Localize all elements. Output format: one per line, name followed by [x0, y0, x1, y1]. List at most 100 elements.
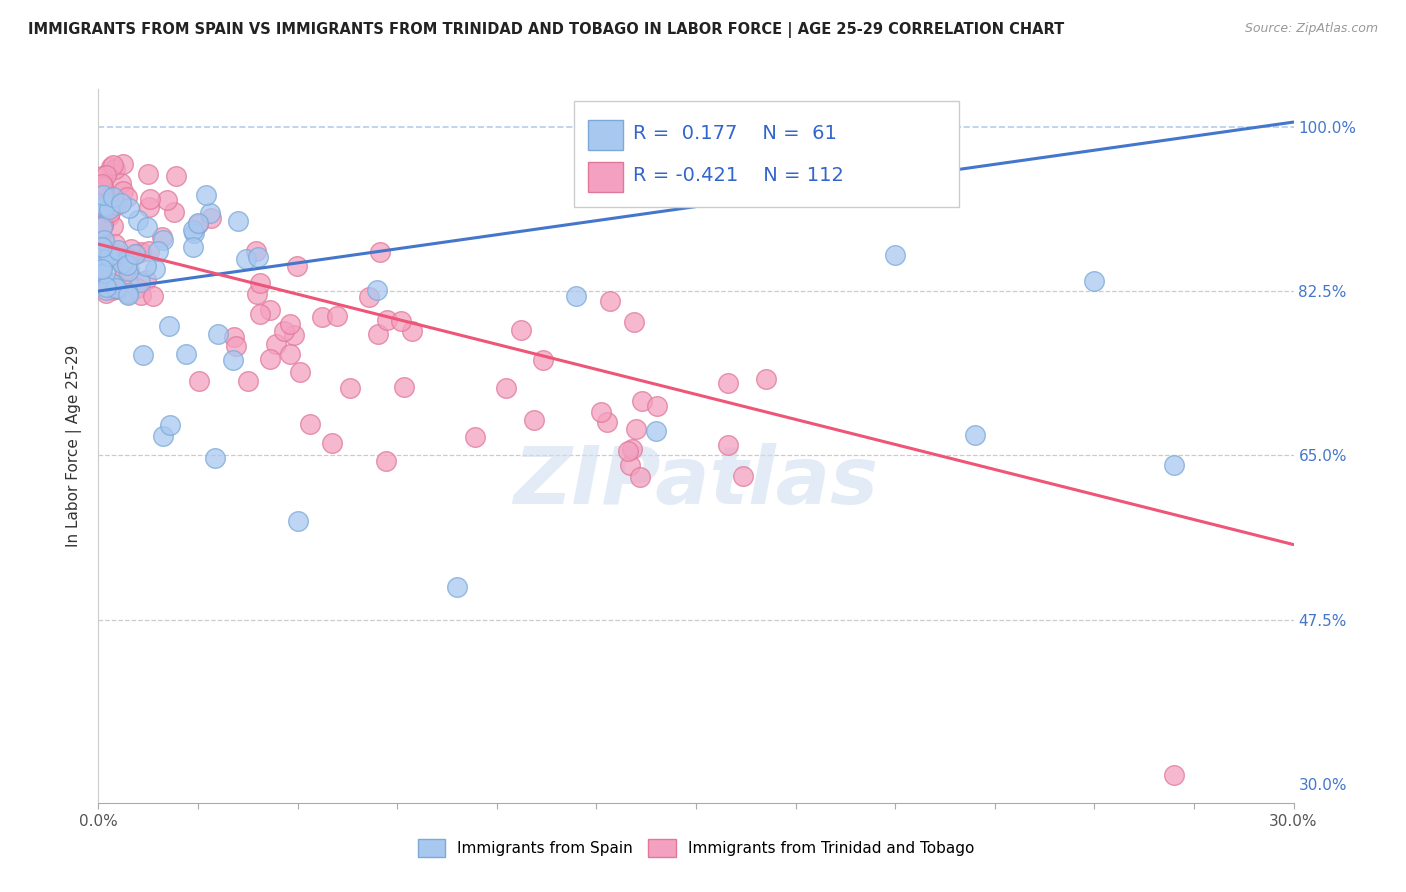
Point: [98, 249, 121, 263]
Point: [236, 374, 259, 388]
Point: [624, 421, 647, 435]
Point: [105, 281, 128, 295]
Point: [91, 181, 114, 195]
Point: [98, 202, 121, 216]
Point: [176, 347, 198, 361]
Point: [1163, 458, 1185, 472]
Point: [495, 381, 517, 395]
Point: [91, 261, 114, 276]
Point: [91, 218, 114, 232]
Point: [156, 193, 179, 207]
Point: [135, 259, 157, 273]
Point: [717, 438, 740, 452]
Point: [117, 286, 139, 301]
Point: [599, 294, 621, 309]
Point: [299, 417, 322, 431]
Point: [91, 194, 114, 208]
Point: [148, 244, 170, 259]
Point: [129, 288, 152, 302]
Point: [124, 246, 146, 260]
Point: [118, 263, 141, 277]
Point: [110, 196, 132, 211]
Point: [731, 469, 754, 483]
Point: [96, 279, 118, 293]
Point: [446, 580, 468, 594]
Point: [339, 381, 361, 395]
Point: [375, 313, 398, 327]
Point: [91, 259, 114, 273]
Point: [104, 161, 127, 176]
Point: [93, 185, 115, 199]
Point: [91, 219, 114, 233]
Point: [194, 187, 217, 202]
Point: [246, 286, 269, 301]
Point: [187, 216, 209, 230]
Point: [619, 458, 641, 472]
Point: [198, 206, 221, 220]
Point: [104, 236, 127, 251]
Point: [235, 252, 257, 266]
Point: [94, 168, 117, 182]
Point: [98, 247, 121, 261]
Point: [165, 169, 187, 183]
Point: [117, 264, 139, 278]
Point: [117, 285, 139, 300]
Point: [107, 243, 129, 257]
Point: [259, 303, 281, 318]
Point: [375, 454, 398, 468]
Point: [628, 470, 651, 484]
Point: [152, 233, 174, 247]
Point: [143, 262, 166, 277]
Point: [225, 339, 247, 353]
Point: [620, 442, 643, 456]
Point: [114, 263, 136, 277]
Point: [717, 376, 740, 390]
Point: [125, 246, 148, 260]
Point: [623, 316, 645, 330]
Point: [159, 417, 181, 432]
Point: [91, 169, 114, 183]
Point: [91, 270, 114, 285]
Point: [401, 324, 423, 338]
Point: [142, 289, 165, 303]
Point: [283, 328, 305, 343]
Point: [115, 190, 138, 204]
Point: [287, 514, 309, 528]
Point: [589, 405, 612, 419]
Y-axis label: In Labor Force | Age 25-29: In Labor Force | Age 25-29: [66, 345, 83, 547]
Point: [509, 323, 531, 337]
Point: [101, 158, 124, 172]
Point: [616, 444, 638, 458]
Point: [963, 427, 986, 442]
Point: [94, 283, 117, 297]
Point: [183, 240, 205, 254]
Point: [91, 177, 114, 191]
Point: [150, 229, 173, 244]
Point: [136, 167, 159, 181]
Point: [266, 336, 288, 351]
Point: [273, 324, 295, 338]
Point: [278, 317, 301, 331]
Legend: Immigrants from Spain, Immigrants from Trinidad and Tobago: Immigrants from Spain, Immigrants from T…: [412, 833, 980, 863]
Point: [138, 244, 160, 258]
Point: [1083, 274, 1105, 288]
Text: ZIPatlas: ZIPatlas: [513, 442, 879, 521]
Point: [200, 211, 222, 226]
Point: [523, 413, 546, 427]
Point: [285, 259, 308, 273]
Point: [115, 258, 138, 272]
Point: [1163, 767, 1185, 781]
Point: [249, 276, 271, 290]
Point: [163, 205, 186, 219]
Point: [222, 330, 245, 344]
Point: [188, 374, 211, 388]
Point: [222, 352, 245, 367]
Point: [93, 233, 115, 247]
Point: [111, 184, 134, 198]
Point: [101, 219, 124, 234]
Point: [94, 199, 117, 213]
Point: [259, 351, 281, 366]
Point: [135, 273, 157, 287]
Point: [138, 200, 160, 214]
Point: [246, 250, 269, 264]
